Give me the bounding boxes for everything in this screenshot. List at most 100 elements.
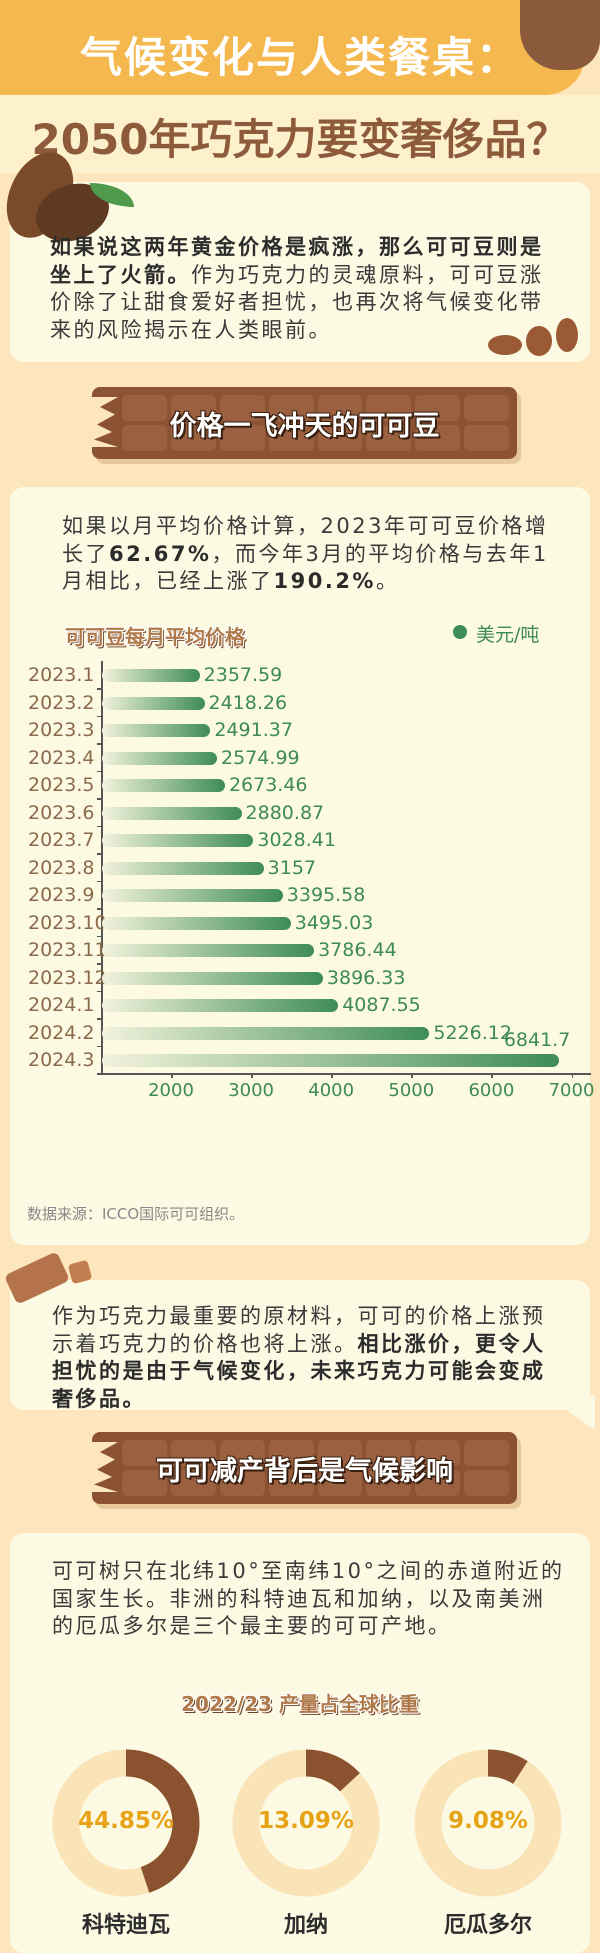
- x-tick: [331, 1073, 333, 1078]
- intro-text: 如果说这两年黄金价格是疯涨，那么可可豆则是坐上了火箭。作为巧克力的灵魂原料，可可…: [50, 234, 560, 344]
- text-panel: [10, 1280, 590, 1410]
- bar: [102, 669, 200, 682]
- donut-slice: [414, 1749, 562, 1897]
- bar: [102, 999, 339, 1012]
- category-label: 2023.4: [28, 746, 95, 769]
- donut-slice: [52, 1749, 200, 1897]
- category-label: 2023.7: [28, 829, 95, 851]
- bar: [102, 1054, 559, 1067]
- growth-since-jan: 190.2%: [273, 569, 376, 593]
- bar: [102, 724, 211, 737]
- bar: [102, 861, 264, 875]
- category-label: 2023.6: [28, 801, 95, 824]
- text: ，而今年3月的平均价格与去年1月相比，已经上涨了: [62, 541, 549, 594]
- x-tick: [571, 1073, 573, 1078]
- x-tick: [251, 1073, 253, 1078]
- bar-chart: 2023.1 2357.59 2023.2 2418.26 2023.3 2491.37 2…: [28, 661, 594, 1101]
- title-band: [0, 95, 600, 173]
- y-tick: [97, 688, 102, 690]
- x-tick: [171, 1073, 173, 1078]
- y-tick: [97, 853, 102, 855]
- x-tick: [491, 1073, 493, 1078]
- y-tick: [97, 990, 102, 992]
- category-label: 2023.5: [28, 774, 95, 796]
- value-label: 2880.87: [245, 801, 325, 824]
- bar: [102, 889, 283, 902]
- bar: [102, 944, 315, 957]
- bar: [102, 751, 218, 765]
- donut-1: [52, 1749, 200, 1897]
- y-tick: [97, 1018, 102, 1020]
- y-tick: [97, 798, 102, 800]
- y-tick: [97, 880, 102, 882]
- donut-percent-label: 13.09%: [258, 1808, 354, 1834]
- value-label: 5226.12: [433, 1021, 512, 1044]
- bar: [102, 696, 205, 710]
- donut-slice: [232, 1749, 380, 1897]
- page-title-line1: 气候变化与人类餐桌：: [79, 33, 520, 82]
- value-label: 2418.26: [208, 691, 288, 714]
- y-tick: [97, 935, 102, 937]
- category-label: 2023.1: [28, 664, 95, 686]
- value-label: 3896.33: [326, 966, 406, 989]
- y-tick: [97, 1045, 102, 1047]
- bar: [102, 916, 291, 930]
- category-label: 2024.3: [28, 1049, 95, 1071]
- y-tick: [97, 963, 102, 965]
- intro-bold: 如果说这两年黄金价格是疯涨，那么可可豆则是坐上了火箭。: [50, 235, 544, 287]
- bar: [102, 834, 254, 847]
- value-label: 6841.7: [503, 1029, 571, 1051]
- page-title-line2: 2050年巧克力要变奢侈品？: [31, 115, 569, 164]
- donut-charts: [52, 1749, 562, 1897]
- value-label: 2574.99: [221, 746, 300, 769]
- banner-title: 价格一飞冲天的可可豆: [169, 410, 440, 442]
- donut-percent-label: 44.85%: [78, 1808, 174, 1834]
- category-label: 2023.9: [28, 884, 95, 906]
- section-banner-climate: 可可减产背后是气候影响: [88, 1432, 517, 1504]
- donut-percent-label: 9.08%: [448, 1808, 528, 1834]
- price-summary-text: 如果以月平均价格计算，2023年可可豆价格增长了62.67%，而今年3月的平均价…: [62, 513, 567, 596]
- section-banner-price: 价格一飞冲天的可可豆: [88, 387, 517, 459]
- donut-title: 2022/23 产量占全球比重: [181, 1692, 419, 1716]
- category-label: 2023.12: [28, 966, 107, 989]
- value-label: 3786.44: [318, 939, 397, 961]
- category-label: 2024.2: [28, 1021, 95, 1044]
- banner-title: 可可减产背后是气候影响: [156, 1455, 453, 1487]
- text: 如果以月平均价格计算，2023年可可豆价格增长了: [62, 514, 549, 566]
- category-label: 2023.3: [28, 719, 95, 741]
- bar: [102, 806, 242, 820]
- donut-2: [232, 1749, 380, 1897]
- x-tick-label: 5000: [388, 1080, 435, 1101]
- value-label: 2491.37: [214, 719, 293, 741]
- y-tick: [97, 908, 102, 910]
- text: 。: [375, 569, 400, 593]
- y-tick: [97, 770, 102, 772]
- bar: [102, 971, 323, 985]
- donut-3: [414, 1749, 562, 1897]
- legend-label: 美元/吨: [476, 624, 540, 646]
- luxury-text: 作为巧克力最重要的原材料，可可的价格上涨预示着巧克力的价格也将上涨。相比涨价，更…: [52, 1303, 562, 1413]
- value-label: 2673.46: [228, 774, 308, 796]
- y-tick: [97, 825, 102, 827]
- growth-2023: 62.67%: [109, 541, 212, 566]
- x-tick-label: 2000: [148, 1080, 194, 1101]
- chocolate-drip-decoration: [528, 0, 550, 48]
- bar: [102, 1026, 430, 1040]
- category-label: 2023.8: [28, 856, 95, 879]
- value-label: 4087.55: [342, 994, 421, 1016]
- legend-dot-icon: [453, 625, 467, 639]
- text: 作为巧克力最重要的原材料，可可的价格上涨预示着巧克力的价格也将上涨。: [52, 1304, 546, 1356]
- bar: [102, 779, 225, 792]
- value-label: 3495.03: [294, 911, 374, 934]
- value-label: 3395.58: [286, 884, 366, 906]
- value-label: 3157: [267, 856, 317, 879]
- category-label: 2023.10: [28, 911, 107, 934]
- data-source: 数据来源：ICCO国际可可组织。: [27, 1205, 245, 1223]
- value-label: 2357.59: [203, 664, 283, 686]
- y-tick: [97, 715, 102, 717]
- x-tick-label: 6000: [468, 1080, 515, 1101]
- header-band: [0, 0, 585, 95]
- value-label: 3028.41: [257, 829, 336, 851]
- x-tick-label: 4000: [308, 1080, 355, 1101]
- category-label: 2024.1: [28, 994, 95, 1016]
